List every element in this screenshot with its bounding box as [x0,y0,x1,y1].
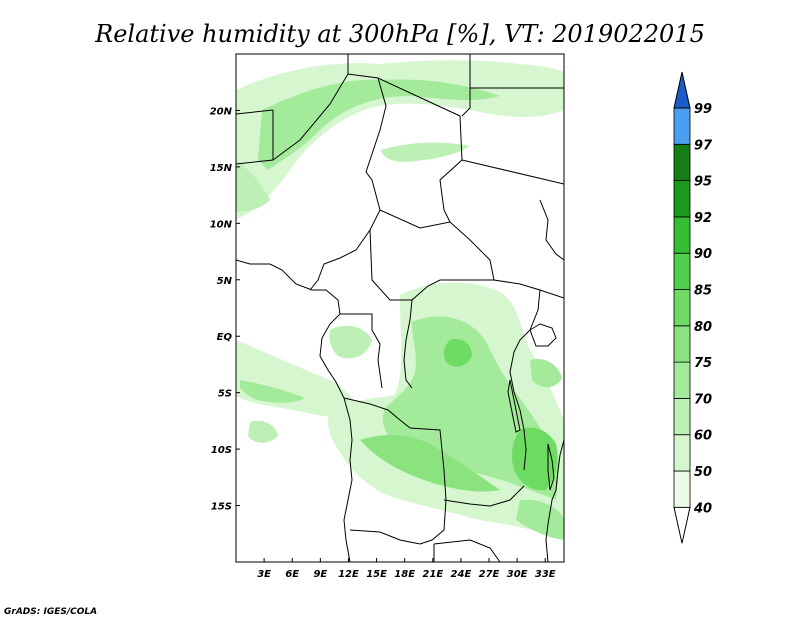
y-tick-label: 5N [217,276,233,287]
colorbar-segment [673,434,691,472]
colorbar: 40 50 60 70 75 80 85 90 92 95 97 99 [673,71,713,544]
lake-tanganyika [507,379,521,433]
border-3 [272,73,387,291]
y-tick-label: 15S [211,502,232,513]
colorbar-label: 85 [694,284,712,299]
x-tick-label: 30E [507,569,528,580]
border-17 [509,289,541,471]
humidity-region-gabon [329,325,372,359]
x-axis-ticks: 3E 6E 9E 12E 15E 18E 21E 24E 27E 30E 33E [257,558,556,580]
border-16 [443,485,525,507]
border-5 [377,77,463,223]
colorbar-label: 60 [694,429,712,444]
y-tick-label: 10S [211,445,232,456]
colorbar-low-triangle [673,506,691,544]
x-tick-label: 33E [535,569,556,580]
y-tick-label: 15N [210,163,233,174]
colorbar-segment [673,397,691,436]
border-9 [379,209,564,299]
y-tick-label: 20N [210,106,233,117]
colorbar-label: 80 [694,320,712,335]
humidity-region-northwest [236,160,270,212]
x-tick-label: 18E [394,569,415,580]
colorbar-label: 40 [693,501,712,516]
lake-malawi [547,443,555,491]
x-tick-label: 24E [451,569,472,580]
y-tick-label: 10N [210,219,233,230]
colorbar-label: 97 [694,138,713,153]
x-tick-label: 6E [285,569,299,580]
colorbar-segment [673,216,691,254]
colorbar-segment [673,252,691,290]
border-1 [236,109,274,115]
border-11 [539,199,564,261]
x-tick-label: 21E [422,569,443,580]
x-tick-label: 15E [366,569,387,580]
humidity-field [236,60,564,540]
humidity-region-north-strip [380,142,470,162]
coastline-east-africa [545,439,564,562]
x-tick-label: 3E [257,569,271,580]
colorbar-segment [673,143,691,182]
y-tick-label: EQ [217,332,233,343]
colorbar-segment [673,361,691,399]
colorbar-segment [673,470,691,508]
country-borders [236,54,564,562]
x-tick-label: 27E [479,569,500,580]
colorbar-label: 75 [694,356,712,371]
border-15 [349,427,447,545]
grads-credit: GrADS: IGES/COLA [4,607,97,617]
colorbar-label: 95 [694,175,712,190]
humidity-region-north-inner [258,79,500,170]
humidity-region-east-patch [530,358,562,388]
colorbar-segment [673,289,691,327]
colorbar-label: 50 [694,465,712,480]
map-frame [235,53,565,563]
humidity-region-southeast [516,499,564,540]
humidity-region-south-band [360,435,500,492]
colorbar-label: 70 [694,392,712,407]
colorbar-label: 99 [694,102,712,117]
x-tick-label: 12E [338,569,359,580]
y-axis-ticks: 20N 15N 10N 5N EQ 5S 10S 15S [210,106,240,513]
y-tick-label: 5S [218,389,232,400]
map-panel: 3E 6E 9E 12E 15E 18E 21E 24E 27E 30E 33E 20N 15N 10N… [210,53,565,580]
humidity-region-west-patch [248,420,278,443]
border-12 [340,313,383,389]
coastline-west-africa [236,259,353,562]
colorbar-segment [673,180,691,218]
lake-victoria [529,323,557,347]
colorbar-label: 90 [694,247,712,262]
colorbar-high-triangle [673,71,691,109]
border-19 [433,539,501,562]
map-title: Relative humidity at 300hPa [%], VT: 201… [94,20,705,48]
humidity-region-east-core [512,427,558,491]
border-14 [343,397,411,429]
colorbar-segment [673,325,691,363]
border-13 [403,299,413,389]
humidity-region-central-core [443,338,472,367]
border-8 [461,159,564,185]
border-6 [461,54,471,117]
humidity-region-west-inner [240,380,305,403]
x-tick-label: 9E [313,569,327,580]
colorbar-label: 92 [694,211,712,226]
colorbar-segment [673,107,691,145]
